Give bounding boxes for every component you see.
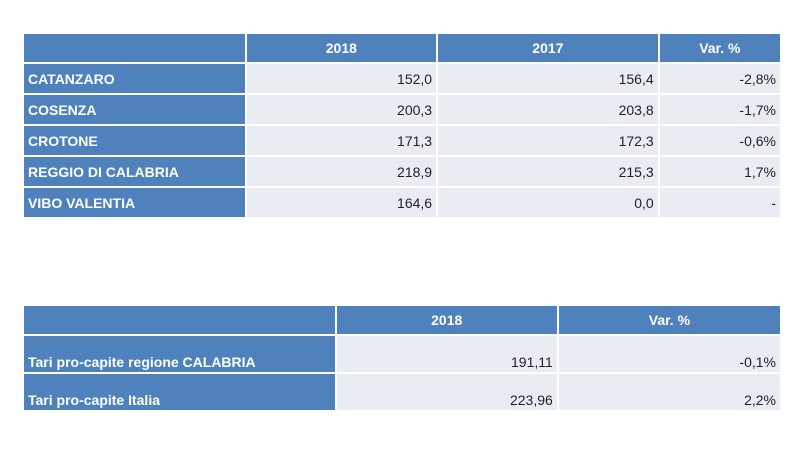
column-header-var: Var. % [659, 34, 780, 62]
table-row: CATANZARO 152,0 156,4 -2,8% [24, 64, 780, 93]
table-row: COSENZA 200,3 203,8 -1,7% [24, 95, 780, 124]
value-var: -0,1% [558, 336, 780, 372]
value-var: -2,8% [659, 64, 780, 93]
value-var: 2,2% [558, 374, 780, 410]
column-header-name [24, 306, 335, 334]
row-label: COSENZA [24, 95, 245, 124]
column-header-2018: 2018 [246, 34, 437, 62]
table-row: Tari pro-capite regione CALABRIA 191,11 … [24, 336, 780, 372]
table-row: Tari pro-capite Italia 223,96 2,2% [24, 374, 780, 410]
value-2018: 223,96 [336, 374, 557, 410]
table-row: REGGIO DI CALABRIA 218,9 215,3 1,7% [24, 157, 780, 186]
value-var: 1,7% [659, 157, 780, 186]
value-2017: 0,0 [438, 188, 658, 217]
table-row: CROTONE 171,3 172,3 -0,6% [24, 126, 780, 155]
table-header-row: 2018 2017 Var. % [24, 34, 780, 62]
value-2017: 156,4 [438, 64, 658, 93]
value-2017: 203,8 [438, 95, 658, 124]
value-var: -1,7% [659, 95, 780, 124]
value-2018: 191,11 [336, 336, 557, 372]
value-2018: 218,9 [246, 157, 437, 186]
column-header-name [24, 34, 245, 62]
row-label: REGGIO DI CALABRIA [24, 157, 245, 186]
per-capita-tari-table: 2018 Var. % Tari pro-capite regione CALA… [22, 304, 782, 412]
value-2018: 200,3 [246, 95, 437, 124]
column-header-2018: 2018 [336, 306, 557, 334]
value-2018: 152,0 [246, 64, 437, 93]
province-tari-table: 2018 2017 Var. % CATANZARO 152,0 156,4 -… [22, 32, 782, 219]
value-2017: 215,3 [438, 157, 658, 186]
value-var: - [659, 188, 780, 217]
value-2017: 172,3 [438, 126, 658, 155]
value-2018: 171,3 [246, 126, 437, 155]
row-label: VIBO VALENTIA [24, 188, 245, 217]
table-row: VIBO VALENTIA 164,6 0,0 - [24, 188, 780, 217]
value-var: -0,6% [659, 126, 780, 155]
row-label: Tari pro-capite regione CALABRIA [24, 336, 335, 372]
value-2018: 164,6 [246, 188, 437, 217]
row-label: CATANZARO [24, 64, 245, 93]
table-header-row: 2018 Var. % [24, 306, 780, 334]
column-header-2017: 2017 [438, 34, 658, 62]
row-label: CROTONE [24, 126, 245, 155]
row-label: Tari pro-capite Italia [24, 374, 335, 410]
column-header-var: Var. % [558, 306, 780, 334]
